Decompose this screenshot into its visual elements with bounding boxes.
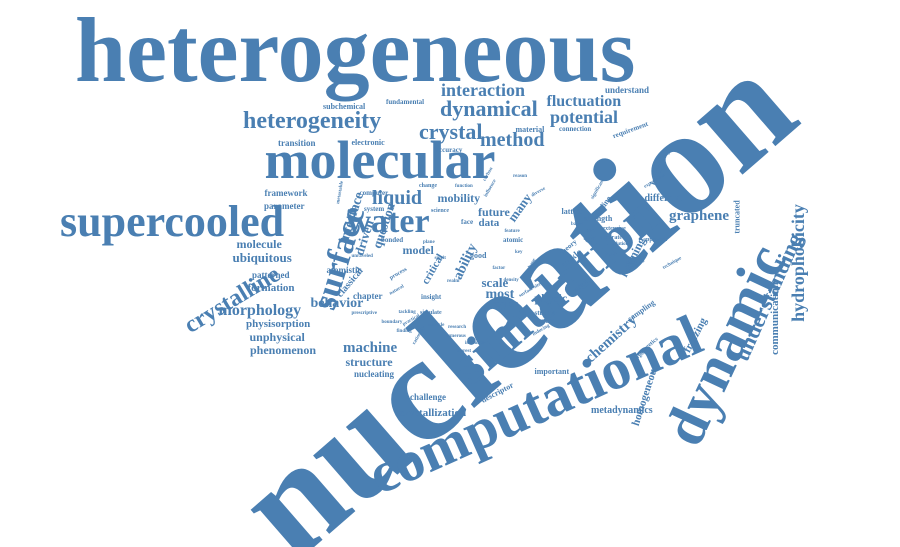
word-lattice: lattice — [561, 207, 583, 216]
word-method: method — [480, 129, 545, 151]
word-interest: interest — [455, 348, 472, 354]
word-parameter: parameter — [264, 200, 305, 211]
word-nucleating: nucleating — [354, 368, 395, 379]
word-fluctuation: fluctuation — [546, 93, 622, 110]
word-supercooled: supercooled — [60, 197, 285, 246]
word-key: key — [515, 249, 523, 255]
word-limit: limit — [585, 228, 595, 234]
word-transition: transition — [278, 137, 316, 148]
word-truncated: truncated — [732, 200, 742, 234]
word-molecule: molecule — [236, 237, 282, 251]
word-finding: finding — [396, 328, 412, 334]
word-chapter: chapter — [353, 290, 383, 301]
word-change: change — [419, 183, 437, 189]
word-crystal: crystal — [419, 119, 483, 144]
word-interaction: interaction — [441, 80, 525, 100]
word-atomistic: atomistic — [326, 264, 362, 275]
word-scale: scale — [481, 274, 509, 290]
word-accuracy: accuracy — [435, 145, 463, 154]
word-metadynamics: metadynamics — [591, 405, 653, 416]
word-future: future — [478, 205, 510, 219]
word-challenge: challenge — [410, 391, 446, 402]
word-potential: potential — [550, 107, 619, 127]
word-approach: approach — [643, 237, 668, 243]
word-simulate: simulate — [420, 310, 442, 316]
word-important: important — [534, 367, 570, 376]
word-numerous: numerous — [444, 333, 466, 339]
word-understand: understand — [605, 84, 650, 95]
word-crystallization: crystallization — [399, 406, 467, 419]
word-extensive: extensive — [602, 226, 626, 232]
word-research: research — [448, 324, 467, 330]
word-different: different — [644, 193, 682, 204]
word-electronic: electronic — [351, 138, 385, 147]
word-material: material — [515, 125, 545, 134]
word-framework: framework — [264, 187, 308, 198]
word-graphene: graphene — [669, 207, 729, 224]
word-atomic: atomic — [503, 235, 524, 244]
word-mobility: mobility — [437, 191, 481, 205]
word-region: region — [491, 299, 519, 310]
word-liquid: liquid — [372, 187, 423, 209]
word-plane: plane — [423, 239, 435, 245]
word-studies: studies — [534, 308, 556, 317]
word-water: water — [346, 203, 430, 240]
word-phenomenon: phenomenon — [250, 343, 317, 357]
word-machine: machine — [343, 339, 398, 356]
word-structure: structure — [345, 355, 393, 369]
word-immobile: immobile — [465, 340, 485, 346]
word-dynamical: dynamical — [440, 96, 538, 121]
word-spirit: spirit — [434, 255, 446, 261]
word-heterogeneity: heterogeneity — [243, 108, 382, 134]
word-cutoff: cutoff — [583, 236, 597, 242]
word-tackling: tackling — [398, 309, 416, 315]
word-function: function — [455, 183, 473, 189]
word-process: process — [388, 266, 408, 282]
word-unphysical: unphysical — [249, 330, 305, 344]
word-subchemical: subchemical — [323, 102, 366, 111]
word-feature: feature — [504, 228, 520, 234]
word-hydrophobicity: hydrophobicity — [787, 204, 808, 322]
word-face: face — [461, 217, 474, 226]
word-realm: realm — [447, 278, 460, 284]
word-fundamental: fundamental — [386, 97, 425, 106]
word-data: data — [478, 216, 500, 229]
word-molecular: molecular — [264, 130, 496, 190]
word-good: good — [470, 251, 487, 260]
word-based: based — [571, 221, 584, 227]
word-bonded: bonded — [381, 235, 404, 244]
word-patterned: patterned — [252, 269, 290, 280]
word-heterogeneous: heterogeneous — [75, 0, 636, 101]
word-model: model — [402, 243, 434, 257]
word-insight: insight — [421, 292, 442, 301]
word-most: most — [485, 287, 515, 302]
word-body: body — [626, 260, 638, 266]
word-physic: physic — [534, 291, 568, 305]
word-accurate: accurate — [600, 235, 622, 241]
word-science: science — [431, 208, 449, 214]
word-prescriptive: prescriptive — [351, 310, 377, 316]
word-unraveled: unraveled — [351, 253, 373, 259]
word-system: system — [364, 204, 385, 213]
word-particle: particle — [428, 322, 445, 328]
word-strength: strength — [584, 214, 613, 223]
word-reason: reason — [513, 173, 528, 179]
word-morphology: morphology — [218, 302, 302, 319]
word-physisorption: physisorption — [246, 317, 311, 330]
word-boundary: boundary — [381, 319, 403, 325]
word-connection: connection — [559, 124, 592, 133]
word-aspect: aspect — [535, 316, 555, 325]
word-behavior: behavior — [310, 296, 364, 311]
word-factor: factor — [492, 265, 506, 271]
word-formation: formation — [247, 281, 295, 294]
word-computer: computer — [359, 188, 389, 197]
word-solution: solution — [611, 241, 629, 247]
word-density: density — [503, 277, 519, 283]
word-communication: communication — [768, 281, 781, 355]
word-ubiquitous: ubiquitous — [232, 249, 292, 265]
word-yield: yield — [605, 252, 616, 258]
